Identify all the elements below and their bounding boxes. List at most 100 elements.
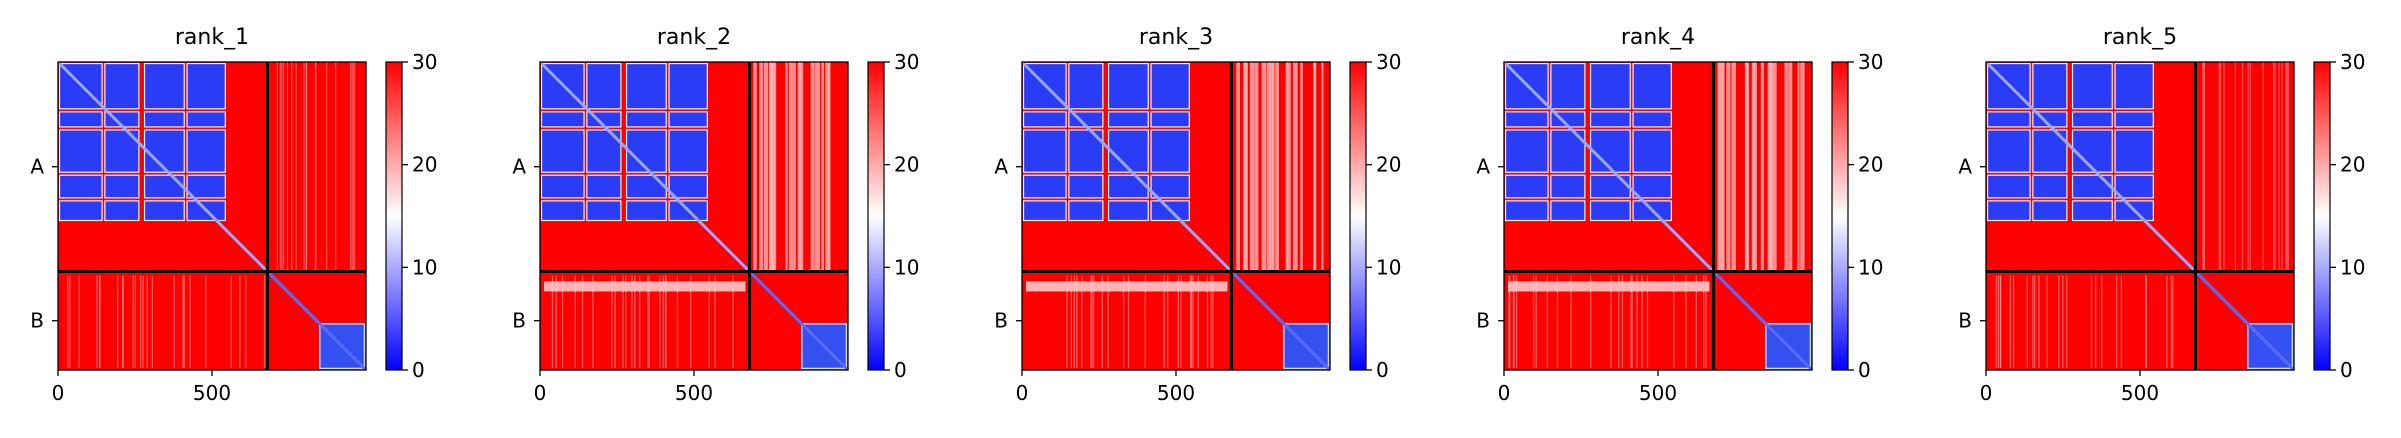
stripe <box>614 275 616 368</box>
stripe <box>1066 275 1068 368</box>
stripe <box>349 62 352 272</box>
domain-block <box>540 111 585 128</box>
stripe <box>2286 62 2288 272</box>
stripe <box>1703 275 1705 368</box>
diagonal-a <box>1020 60 1233 273</box>
domain-block <box>668 174 708 199</box>
y-tick-label: A <box>1958 155 1972 179</box>
panel-title: rank_4 <box>1621 25 1695 50</box>
colorbar-tick-label: 10 <box>894 255 919 279</box>
diagonal-b <box>2194 270 2296 372</box>
stripe <box>763 62 769 272</box>
y-tick-label: B <box>1958 309 1972 333</box>
domain-block <box>668 111 708 128</box>
colorbar-tick-label: 20 <box>2340 153 2365 177</box>
panel-title: rank_5 <box>2103 25 2177 50</box>
stripe <box>1163 275 1165 368</box>
stripe <box>2170 275 2173 368</box>
domain-block <box>143 62 185 110</box>
diagonal-a <box>1502 60 1715 273</box>
stripe <box>305 62 307 272</box>
stripe <box>1999 275 2001 368</box>
domain-block <box>1550 174 1586 199</box>
domain-block <box>2032 174 2068 199</box>
stripe <box>759 62 763 272</box>
colorbar-tick-label: 20 <box>894 153 919 177</box>
stripe <box>1797 62 1800 272</box>
domain-block <box>1589 129 1631 173</box>
stripe <box>676 275 679 368</box>
stripe <box>2058 275 2060 368</box>
stripe <box>2009 275 2012 368</box>
panel-3: rank_3 A B 0 500 0 10 20 30 <box>994 25 1401 405</box>
domain-block <box>2071 62 2113 110</box>
colorbar <box>2313 61 2331 371</box>
diagonal-a <box>1984 60 2197 273</box>
stripe <box>1508 275 1510 368</box>
band <box>1026 281 1228 292</box>
domain-block <box>1107 111 1149 128</box>
stripe <box>1127 275 1130 368</box>
diagonal-b <box>266 270 368 372</box>
domain-block <box>1068 62 1104 110</box>
stripe <box>2274 62 2276 272</box>
stripe <box>326 62 328 272</box>
domain-block <box>1504 129 1549 173</box>
domain-block <box>1986 174 2031 199</box>
domain-block <box>1632 174 1672 199</box>
stripe <box>134 275 137 368</box>
domain-block <box>1022 129 1067 173</box>
stripe <box>1719 62 1724 272</box>
diagonal-b <box>1712 270 1814 372</box>
stripe <box>648 275 650 368</box>
stripe <box>1092 275 1095 368</box>
domain-block <box>186 174 226 199</box>
stripe <box>1275 62 1279 272</box>
stripe <box>1107 275 1109 368</box>
y-tick-label: B <box>1476 309 1490 333</box>
stripe <box>2116 275 2118 368</box>
stripe <box>1646 275 1649 368</box>
stripe <box>574 275 576 368</box>
stripe <box>279 62 281 272</box>
stripe <box>183 275 185 368</box>
stripe <box>1760 62 1764 272</box>
domain-block <box>1504 200 1549 222</box>
stripe <box>1210 275 1212 368</box>
stripe <box>815 62 818 272</box>
domain-block <box>2032 200 2068 222</box>
colorbar <box>867 61 885 371</box>
stripe <box>354 62 356 272</box>
domain-block <box>540 129 585 173</box>
stripe <box>1695 275 1697 368</box>
diagonal-b <box>1230 270 1332 372</box>
stripe <box>2202 62 2204 272</box>
stripe <box>659 275 661 368</box>
stripe <box>785 62 788 272</box>
domain-block <box>625 200 667 222</box>
stripe <box>1685 275 1687 368</box>
stripe <box>230 275 232 368</box>
stripe <box>96 275 98 368</box>
stripe <box>205 275 207 368</box>
stripe <box>1744 62 1749 272</box>
x-tick-label: 500 <box>193 381 231 405</box>
stripe <box>1784 62 1788 272</box>
stripe <box>295 62 297 272</box>
domain-block <box>1504 174 1549 199</box>
stripe <box>1269 62 1274 272</box>
stripe <box>714 275 716 368</box>
stripe <box>2203 62 2205 272</box>
stripe <box>1167 275 1169 368</box>
stripe <box>352 62 354 272</box>
x-tick-label: 500 <box>1639 381 1677 405</box>
stripe <box>1300 62 1303 272</box>
stripe <box>592 275 594 368</box>
stripe <box>1717 62 1721 272</box>
colorbar-tick-label: 0 <box>894 358 907 382</box>
stripe <box>2223 62 2225 272</box>
stripe <box>622 275 624 368</box>
stripe <box>797 62 801 272</box>
stripe <box>1190 275 1193 368</box>
stripe <box>732 275 734 368</box>
